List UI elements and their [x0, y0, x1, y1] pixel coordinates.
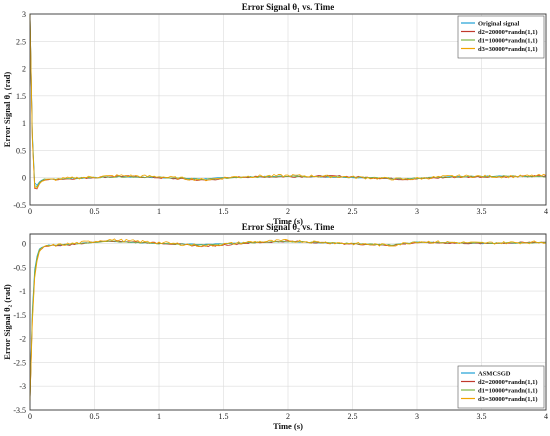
y-tick-label: -0.5 — [13, 263, 26, 272]
x-tick-label: 1.5 — [219, 207, 229, 216]
x-tick-label: 1 — [157, 207, 161, 216]
x-tick-label: 2.5 — [348, 412, 358, 421]
x-tick-label: 3 — [415, 412, 419, 421]
x-tick-label: 2.5 — [348, 207, 358, 216]
y-tick-label: -0.5 — [13, 201, 26, 210]
x-tick-label: 2 — [286, 207, 290, 216]
legend-entry: d3=30000*randn(1,1) — [478, 46, 538, 53]
plot-frame — [29, 13, 547, 206]
x-tick-label: 4 — [544, 412, 548, 421]
legend-entry: d1=10000*randn(1,1) — [478, 37, 538, 44]
y-tick-label: 0 — [22, 240, 26, 249]
legend-entry: d1=10000*randn(1,1) — [478, 387, 538, 394]
y-axis-label: Error Signal θ₁ (rad) — [2, 72, 12, 148]
x-tick-label: 4 — [544, 207, 548, 216]
y-tick-label: 3 — [22, 10, 26, 19]
x-tick-label: 0.5 — [90, 207, 100, 216]
y-tick-label: -1.5 — [13, 311, 26, 320]
series-line — [29, 13, 547, 188]
plot-frame — [29, 233, 547, 411]
y-tick-label: -2 — [19, 335, 26, 344]
y-tick-label: 0 — [22, 174, 26, 183]
legend-entry: d2=20000*randn(1,1) — [478, 29, 538, 36]
legend-entry: ASMCSGD — [478, 370, 511, 377]
y-tick-label: 0.5 — [16, 146, 26, 155]
x-axis-label: Time (s) — [273, 216, 303, 226]
chart-theta1: 0 0.5 1 1.5 2 2.5 3 3.5 4-0.500.511.522.53Error … — [2, 2, 548, 226]
chart-title: Error Signal θ₂ vs. Time — [242, 222, 335, 232]
chart-title: Error Signal θ₁ vs. Time — [242, 2, 335, 12]
legend-entry: d3=30000*randn(1,1) — [478, 396, 538, 403]
series-line — [29, 238, 547, 401]
y-tick-label: 1.5 — [16, 92, 26, 101]
y-tick-label: -2.5 — [13, 358, 26, 367]
legend-entry: Original signal — [478, 20, 520, 27]
y-tick-label: -3 — [19, 382, 26, 391]
x-axis-label: Time (s) — [273, 421, 303, 431]
chart-theta2: 0 0.5 1 1.5 2 2.5 3 3.5 4 -3.5 -3 -2.5 -2 -1.5 -1 -0.5 0… — [2, 222, 548, 431]
x-tick-label: 0 — [28, 412, 32, 421]
x-tick-label: 3 — [415, 207, 419, 216]
x-tick-label: 3.5 — [477, 412, 487, 421]
y-axis-label: Error Signal θ₂ (rad) — [2, 284, 12, 360]
y-tick-label: 2 — [22, 65, 26, 74]
x-tick-label: 0 — [28, 207, 32, 216]
y-tick-label: -3.5 — [13, 406, 26, 415]
x-tick-label: 2 — [286, 412, 290, 421]
y-tick-label: 1 — [22, 119, 26, 128]
series-line — [29, 13, 547, 189]
x-tick-label: 0.5 — [90, 412, 100, 421]
x-tick-label: 1 — [157, 412, 161, 421]
y-tick-label: 2.5 — [16, 37, 26, 46]
y-tick-label: -1 — [19, 287, 26, 296]
legend-entry: d2=20000*randn(1,1) — [478, 379, 538, 386]
x-tick-label: 1.5 — [219, 412, 229, 421]
x-tick-label: 3.5 — [477, 207, 487, 216]
